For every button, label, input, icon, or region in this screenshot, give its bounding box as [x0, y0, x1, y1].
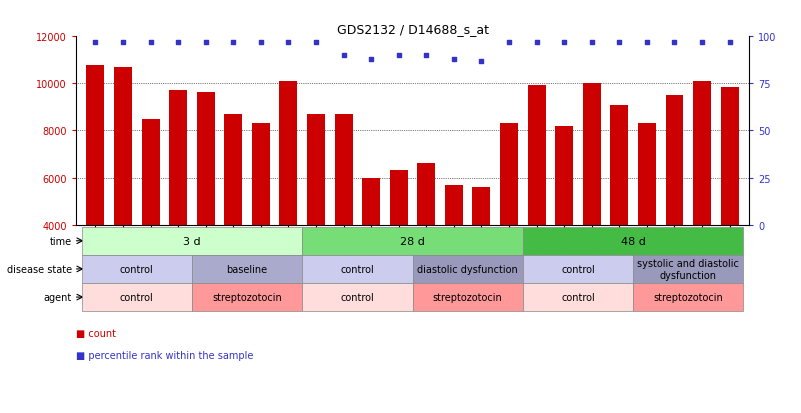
Bar: [224, 115, 242, 319]
Point: [723, 40, 736, 46]
Point: [282, 40, 295, 46]
Point: [613, 40, 626, 46]
Bar: [583, 84, 601, 319]
Point: [89, 40, 102, 46]
Text: agent: agent: [44, 292, 72, 302]
Point: [530, 40, 543, 46]
Bar: [721, 88, 739, 319]
Point: [144, 40, 157, 46]
Text: control: control: [120, 264, 154, 274]
Text: control: control: [120, 292, 154, 302]
Bar: [555, 126, 574, 319]
Point: [668, 40, 681, 46]
Point: [448, 57, 461, 63]
Text: control: control: [561, 264, 595, 274]
Text: 48 d: 48 d: [621, 236, 646, 246]
Bar: [693, 82, 711, 319]
Text: diastolic dysfunction: diastolic dysfunction: [417, 264, 518, 274]
Text: control: control: [340, 292, 374, 302]
Bar: [169, 91, 187, 319]
Point: [227, 40, 239, 46]
Text: streptozotocin: streptozotocin: [433, 292, 502, 302]
Text: ■ percentile rank within the sample: ■ percentile rank within the sample: [76, 351, 253, 361]
Point: [310, 40, 323, 46]
Bar: [114, 68, 132, 319]
Text: streptozotocin: streptozotocin: [654, 292, 723, 302]
Text: 28 d: 28 d: [400, 236, 425, 246]
Bar: [610, 105, 628, 319]
Point: [199, 40, 212, 46]
Bar: [197, 93, 215, 319]
Bar: [638, 124, 656, 319]
Point: [502, 40, 515, 46]
Bar: [445, 185, 463, 319]
Text: control: control: [561, 292, 595, 302]
Text: time: time: [50, 236, 72, 246]
Point: [475, 58, 488, 65]
Text: control: control: [340, 264, 374, 274]
Point: [117, 40, 130, 46]
Bar: [473, 188, 490, 319]
Point: [255, 40, 268, 46]
Point: [641, 40, 654, 46]
Point: [392, 52, 405, 59]
Bar: [417, 164, 435, 319]
Text: systolic and diastolic
dysfunction: systolic and diastolic dysfunction: [638, 259, 739, 280]
Bar: [307, 115, 325, 319]
Bar: [390, 171, 408, 319]
Bar: [142, 119, 159, 319]
Point: [557, 40, 570, 46]
Text: streptozotocin: streptozotocin: [212, 292, 282, 302]
Bar: [666, 96, 683, 319]
Text: 3 d: 3 d: [183, 236, 201, 246]
Point: [364, 57, 377, 63]
Point: [420, 52, 433, 59]
Bar: [362, 178, 380, 319]
Point: [695, 40, 708, 46]
Text: ■ count: ■ count: [76, 328, 116, 338]
Text: baseline: baseline: [227, 264, 268, 274]
Bar: [528, 85, 545, 319]
Bar: [500, 124, 518, 319]
Bar: [335, 115, 352, 319]
Bar: [87, 65, 104, 319]
Title: GDS2132 / D14688_s_at: GDS2132 / D14688_s_at: [336, 23, 489, 36]
Bar: [280, 82, 297, 319]
Text: disease state: disease state: [7, 264, 72, 274]
Point: [171, 40, 184, 46]
Point: [337, 52, 350, 59]
Point: [586, 40, 598, 46]
Bar: [252, 124, 270, 319]
